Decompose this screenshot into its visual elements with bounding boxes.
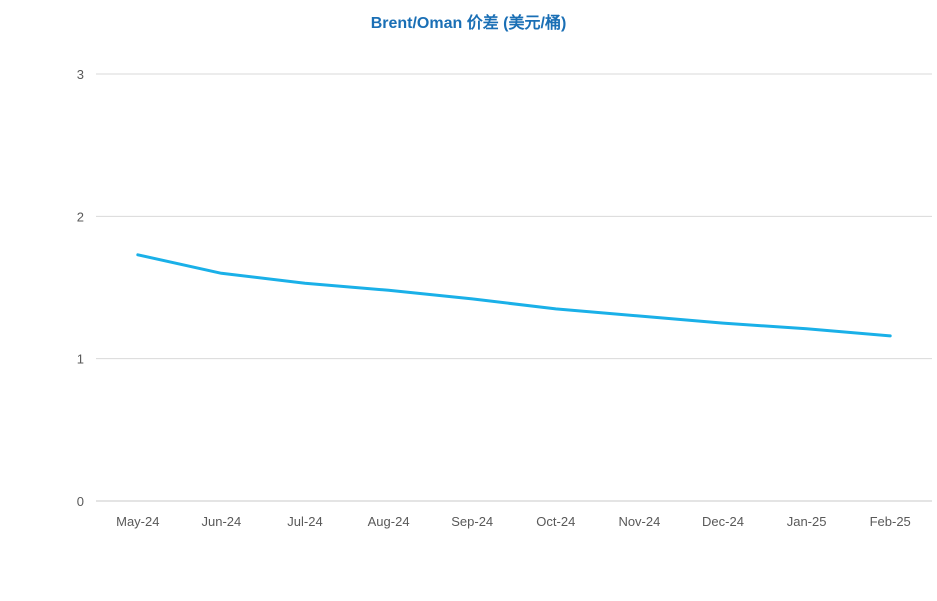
x-axis: May-24 Jun-24 Jul-24 Aug-24 Sep-24 Oct-24 Nov-… [116,514,911,529]
x-tick-label: Sep-24 [451,514,493,529]
x-tick-label: Jul-24 [287,514,322,529]
y-axis: 0 1 2 3 [77,67,84,509]
series-layer [136,253,892,338]
x-tick-label: Aug-24 [368,514,410,529]
y-tick-label: 0 [77,494,84,509]
x-tick-label: Oct-24 [536,514,575,529]
x-tick-label: Jan-25 [787,514,827,529]
x-tick-label: Dec-24 [702,514,744,529]
y-tick-label: 1 [77,352,84,367]
x-tick-label: May-24 [116,514,159,529]
x-tick-label: Feb-25 [870,514,911,529]
chart-title: Brent/Oman 价差 (美元/桶) [370,15,567,32]
x-tick-label: Jun-24 [202,514,242,529]
gridlines [96,73,932,502]
y-tick-label: 2 [77,209,84,224]
series-line-0 [136,253,892,338]
x-tick-label: Nov-24 [618,514,660,529]
y-tick-label: 3 [77,67,84,82]
